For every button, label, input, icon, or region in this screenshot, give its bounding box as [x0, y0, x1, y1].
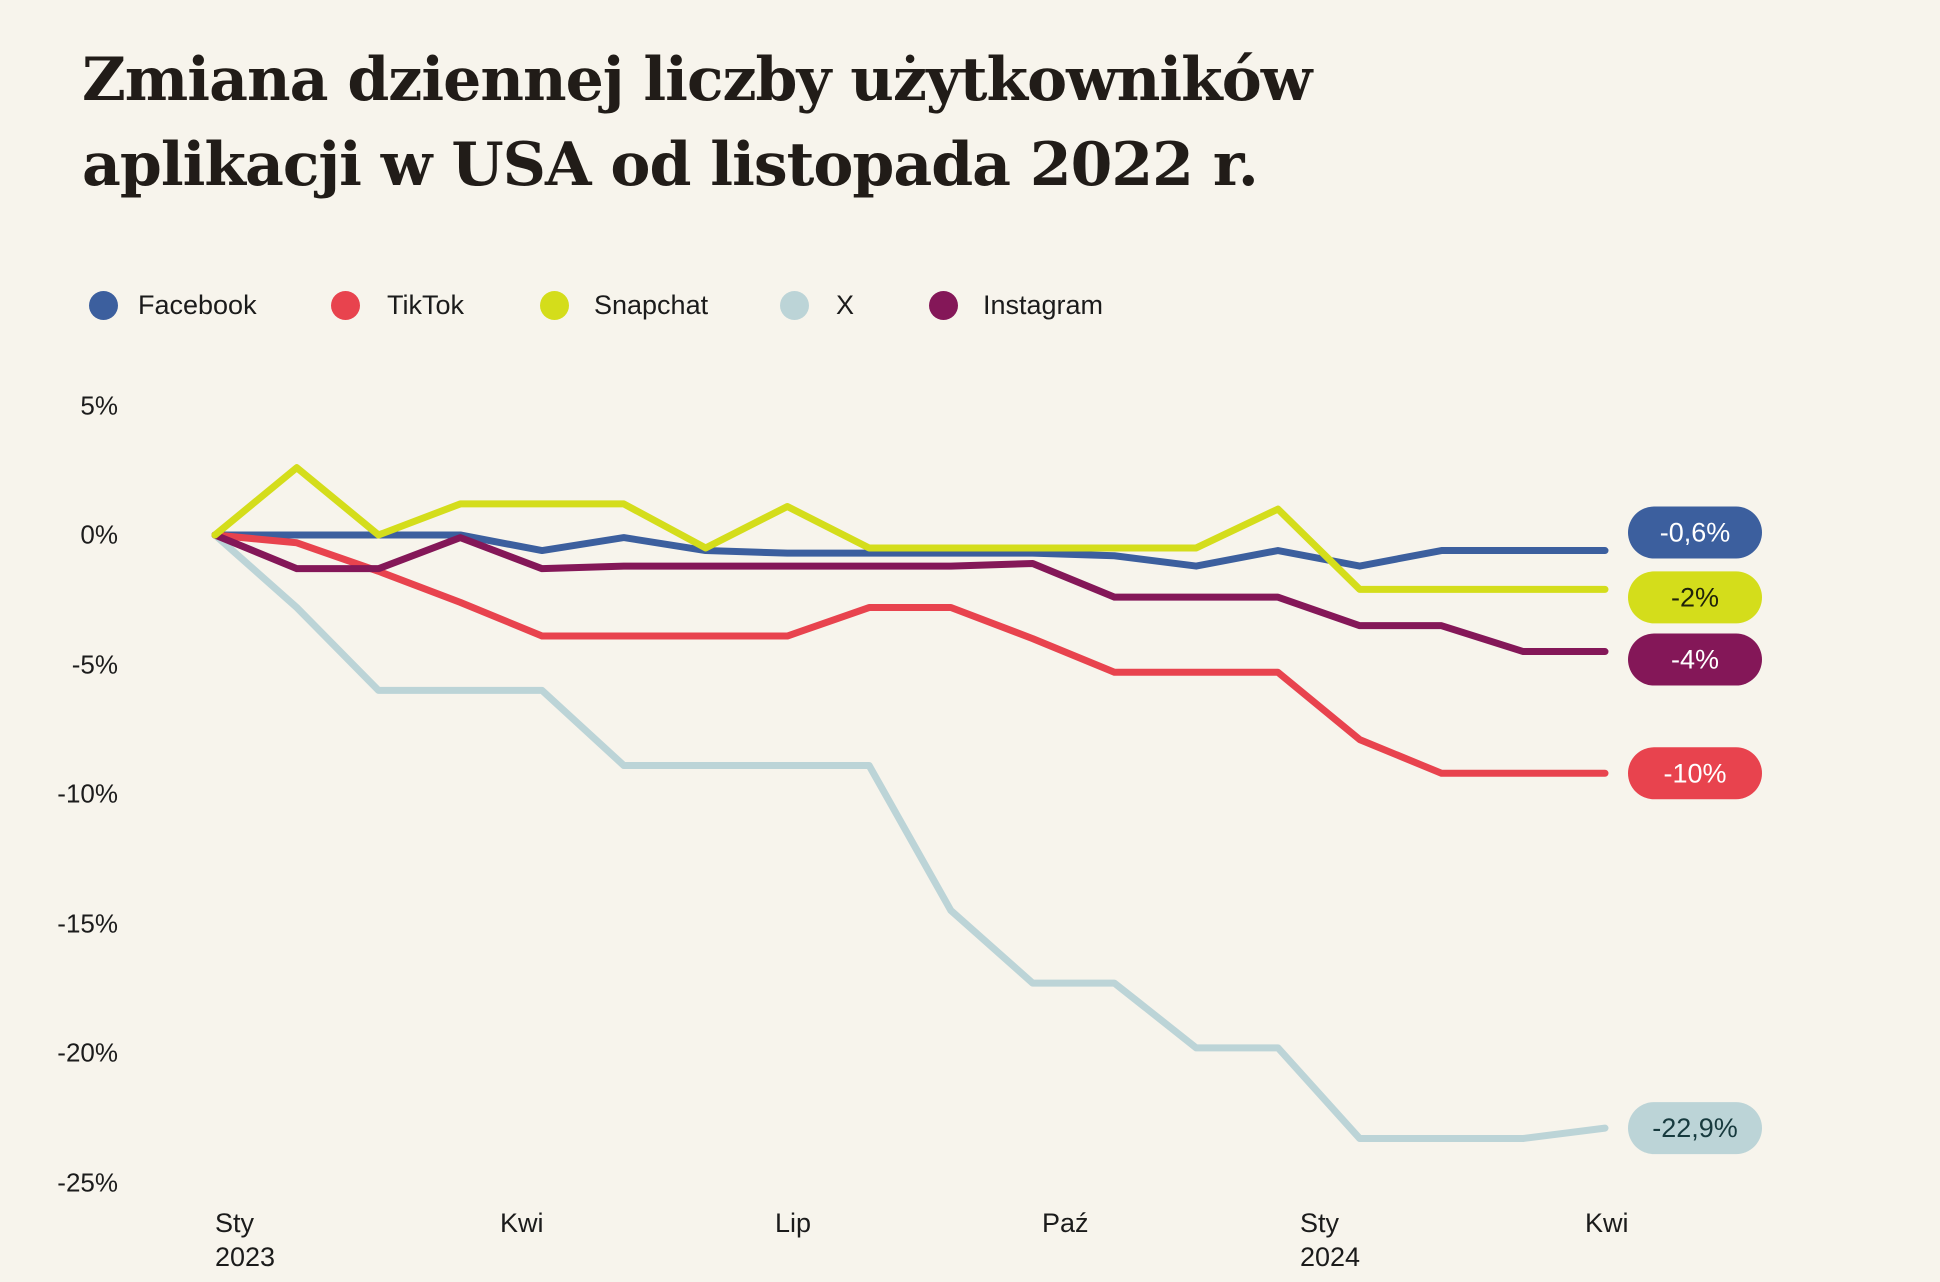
legend-dot-tiktok	[330, 290, 360, 320]
end-label-pill-facebook	[1628, 506, 1762, 559]
end-label-x: -22,9%	[1628, 1102, 1762, 1155]
legend-dot-x	[779, 290, 809, 320]
legend-item-facebook[interactable]: Facebook	[88, 288, 257, 322]
series-line-instagram	[211, 531, 1609, 656]
chart-title-line1: Zmiana dziennej liczby użytkowników	[82, 45, 1312, 115]
chart-title: Zmiana dziennej liczby użytkowników aplik…	[82, 38, 1312, 208]
end-label-text-snapchat: -2%	[1671, 582, 1719, 612]
series-line-tiktok	[211, 531, 1609, 777]
x-tick-3: Paź	[1042, 1208, 1089, 1238]
y-tick--25: -25%	[57, 1167, 118, 1197]
legend-item-snapchat[interactable]: Snapchat	[539, 288, 709, 322]
y-tick-5: 5%	[80, 390, 118, 420]
series-line-x	[211, 531, 1609, 1142]
y-tick-0: 0%	[80, 519, 118, 550]
end-label-instagram: -4%	[1628, 633, 1762, 686]
y-tick--10: -10%	[57, 778, 118, 809]
end-label-pill-snapchat	[1628, 571, 1762, 624]
x-tick-4: Sty 2024	[1300, 1208, 1361, 1272]
end-label-tiktok: -10%	[1628, 747, 1762, 800]
legend-dot-facebook	[88, 290, 118, 320]
legend-label-snapchat: Snapchat	[594, 289, 709, 320]
end-label-text-facebook: -0,6%	[1660, 518, 1731, 548]
series-line-snapchat	[211, 464, 1609, 593]
y-tick--15: -15%	[57, 908, 118, 938]
end-label-pill-instagram	[1628, 633, 1762, 686]
y-tick--20: -20%	[57, 1037, 118, 1068]
end-label-facebook: -0,6%	[1628, 506, 1762, 559]
legend-label-instagram: Instagram	[983, 289, 1104, 320]
legend-item-tiktok[interactable]: TikTok	[330, 288, 465, 322]
end-label-text-x: -22,9%	[1652, 1113, 1738, 1143]
legend-label-x: X	[836, 289, 855, 320]
end-label-text-tiktok: -10%	[1663, 758, 1726, 788]
end-label-pill-tiktok	[1628, 747, 1762, 800]
end-label-snapchat: -2%	[1628, 571, 1762, 624]
legend-item-instagram[interactable]: Instagram	[928, 288, 1104, 322]
x-tick-2: Lip	[775, 1208, 812, 1238]
end-label-pill-x	[1628, 1102, 1762, 1155]
legend-item-x[interactable]: X	[779, 288, 855, 322]
y-tick--5: -5%	[71, 649, 118, 679]
legend-dot-instagram	[928, 290, 958, 320]
x-tick-0: Sty 2023	[215, 1208, 276, 1272]
legend-label-facebook: Facebook	[138, 289, 257, 320]
x-tick-5: Kwi	[1585, 1208, 1629, 1238]
legend-label-tiktok: TikTok	[387, 289, 465, 320]
end-label-text-instagram: -4%	[1671, 645, 1719, 675]
x-tick-1: Kwi	[500, 1208, 544, 1238]
chart-title-line2: aplikacji w USA od listopada 2022 r.	[82, 130, 1259, 200]
legend-dot-snapchat	[539, 290, 569, 320]
series-line-facebook	[211, 531, 1609, 570]
